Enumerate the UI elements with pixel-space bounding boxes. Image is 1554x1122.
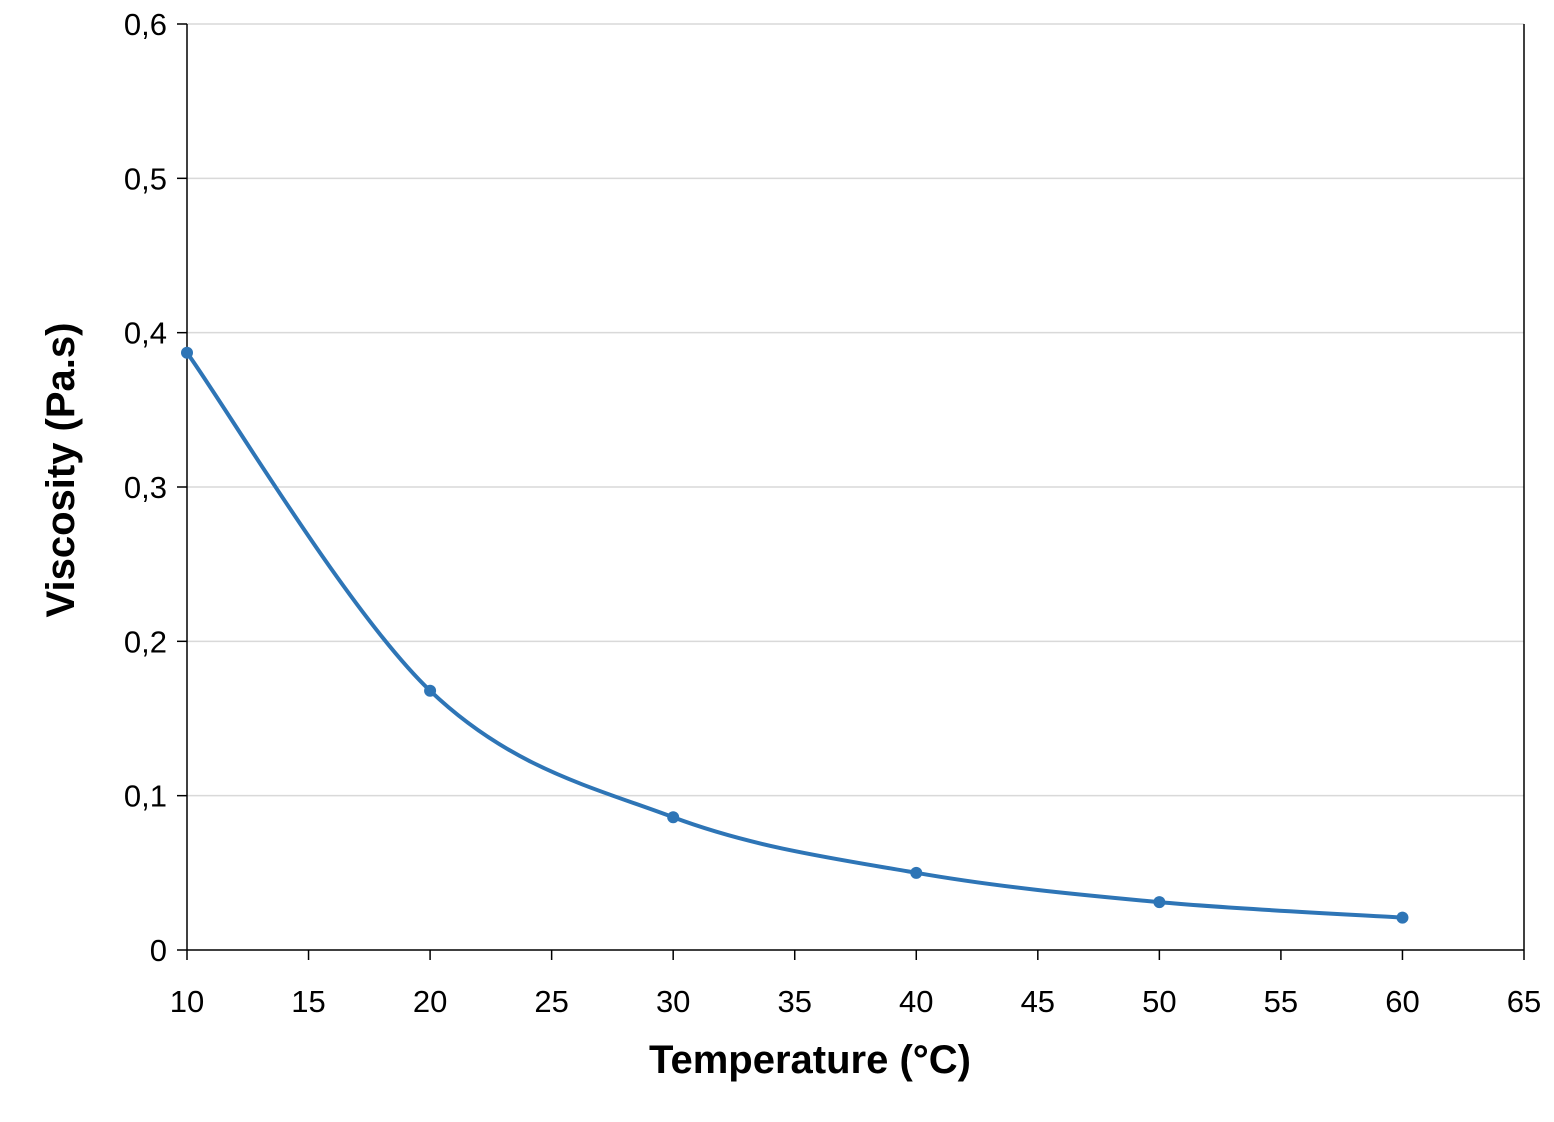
x-tick-label: 65 xyxy=(1507,984,1541,1019)
x-tick-label: 10 xyxy=(170,984,204,1019)
x-tick-label: 25 xyxy=(534,984,568,1019)
data-point xyxy=(1153,896,1166,909)
y-tick-label: 0,1 xyxy=(124,779,167,814)
axes xyxy=(177,23,1525,960)
y-tick-label: 0 xyxy=(150,933,167,968)
series-line xyxy=(185,351,1403,920)
data-point xyxy=(424,684,437,697)
y-axis-label: Viscosity (Pa.s) xyxy=(39,323,83,618)
x-tick-label: 45 xyxy=(1021,984,1055,1019)
data-point xyxy=(1396,911,1409,924)
y-tick-label: 0,6 xyxy=(124,7,167,42)
x-tick-label: 50 xyxy=(1142,984,1176,1019)
data-point xyxy=(910,866,923,879)
y-tick-label: 0,4 xyxy=(124,316,167,351)
series xyxy=(181,346,1409,924)
x-tick-label: 20 xyxy=(413,984,447,1019)
x-tick-label: 30 xyxy=(656,984,690,1019)
x-tick-label: 35 xyxy=(777,984,811,1019)
data-point xyxy=(667,811,680,824)
x-tick-label: 55 xyxy=(1264,984,1298,1019)
x-axis-label: Temperature (°C) xyxy=(649,1038,971,1082)
y-tick-label: 0,3 xyxy=(124,470,167,505)
data-point xyxy=(181,346,193,359)
y-tick-label: 0,5 xyxy=(124,161,167,196)
x-tick-labels: 10 15 20 25 30 35 40 45 50 55 60 65 xyxy=(170,984,1541,1019)
x-tick-label: 15 xyxy=(291,984,325,1019)
x-tick-label: 40 xyxy=(899,984,933,1019)
y-tick-labels: 0 0,1 0,2 0,3 0,4 0,5 0,6 xyxy=(124,7,167,968)
x-tick-label: 60 xyxy=(1385,984,1419,1019)
y-tick-label: 0,2 xyxy=(124,624,167,659)
gridlines xyxy=(187,23,1524,797)
